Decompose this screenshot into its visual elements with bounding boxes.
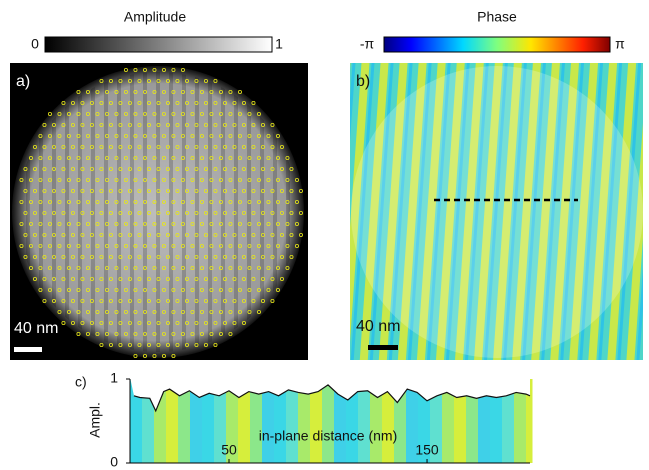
x-axis-label: in-plane distance (nm) <box>259 428 398 444</box>
panel-label: a) <box>16 73 30 90</box>
colorbar <box>384 37 610 52</box>
phase-image <box>350 63 643 360</box>
panel-label: b) <box>356 73 370 90</box>
colorbar-title: Phase <box>477 9 517 25</box>
colorbar-title: Amplitude <box>124 9 186 25</box>
colorbar-min: 0 <box>31 36 39 52</box>
page: {"colorbars": [ {"title": "Amplitude", "… <box>0 0 649 470</box>
colorbar-min: -π <box>360 36 375 52</box>
scale-bar <box>368 345 398 350</box>
stripe <box>322 379 329 463</box>
colorbar-max: 1 <box>275 36 283 52</box>
stripe <box>166 379 173 463</box>
stripe <box>328 379 335 463</box>
y-axis-label: Ampl. <box>87 402 103 438</box>
y-tick-label: 0 <box>110 454 118 470</box>
figure: Amplitude 0 1 Phase -π π a) 40 nm b) 40 … <box>0 0 649 470</box>
scale-bar-label: 40 nm <box>14 320 58 337</box>
amplitude-image <box>10 63 308 360</box>
stripe <box>286 379 293 463</box>
y-tick-label: 1 <box>110 370 118 386</box>
x-tick-label: 150 <box>415 442 439 458</box>
stripe <box>406 379 413 463</box>
colorbar-max: π <box>615 36 625 52</box>
scale-bar-label: 40 nm <box>356 318 400 335</box>
x-tick-label: 50 <box>221 442 237 458</box>
colorbar <box>45 37 272 52</box>
scale-bar <box>14 347 42 352</box>
panel-label: c) <box>75 374 87 390</box>
